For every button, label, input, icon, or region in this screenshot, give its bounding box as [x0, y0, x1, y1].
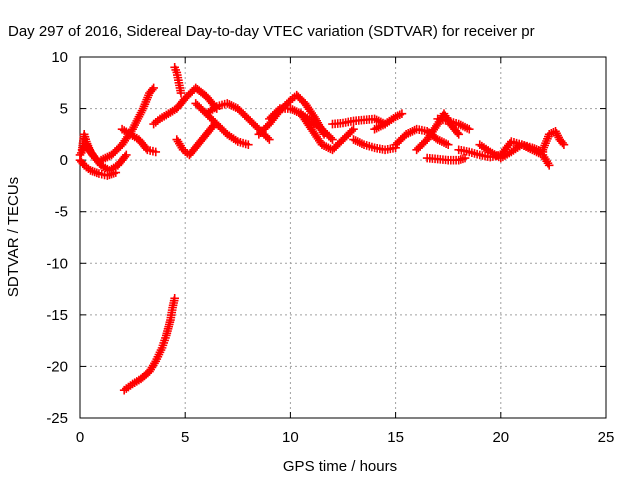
- x-axis-label: GPS time / hours: [283, 458, 397, 475]
- y-axis-label: SDTVAR / TECUs: [5, 177, 22, 297]
- data-point-marker: [454, 130, 464, 139]
- y-tick-label: 0: [60, 152, 68, 169]
- data-point-marker: [170, 294, 179, 303]
- data-point-marker: [443, 140, 453, 149]
- data-point-marker: [559, 140, 569, 149]
- data-point-marker: [544, 161, 554, 170]
- tick-marks: [79, 56, 607, 419]
- x-tick-label: 20: [492, 429, 509, 446]
- series-arc-end: [538, 126, 569, 155]
- series-arc-rise-early: [96, 83, 158, 165]
- data-point-marker: [151, 147, 161, 157]
- x-tick-label: 10: [282, 429, 299, 446]
- data-point-marker: [349, 124, 358, 134]
- x-tick-label: 25: [598, 429, 615, 446]
- series-arc-19-22: [475, 140, 548, 163]
- series-arc-start-2: [75, 155, 121, 180]
- data-point-marker: [265, 135, 274, 144]
- data-point-marker: [464, 124, 474, 134]
- data-point-marker: [111, 168, 121, 177]
- data-point-marker: [176, 88, 186, 98]
- series-arc-11-13: [296, 109, 358, 155]
- x-tick-label: 0: [76, 429, 84, 446]
- data-point-marker: [328, 135, 337, 144]
- data-series: [75, 63, 569, 395]
- grid-lines: [80, 57, 606, 418]
- series-arc-14-16: [370, 109, 407, 134]
- plot-frame: [79, 56, 607, 419]
- y-tick-label: -10: [46, 255, 68, 272]
- x-tick-label: 5: [181, 429, 189, 446]
- series-arc-flat-17: [422, 153, 470, 165]
- series-arc-peak-5: [149, 83, 222, 129]
- y-tick-label: -15: [46, 307, 68, 324]
- series-arc-13-15: [349, 135, 400, 155]
- series-arc-6-8: [191, 99, 253, 149]
- x-tick-label: 15: [387, 429, 404, 446]
- data-point-marker: [244, 140, 253, 149]
- series-arc-mid-early: [117, 124, 161, 157]
- data-point-marker: [460, 153, 470, 163]
- chart-title: Day 297 of 2016, Sidereal Day-to-day VTE…: [8, 23, 535, 40]
- data-point-marker: [149, 83, 158, 93]
- data-point-marker: [397, 109, 407, 119]
- y-tick-label: -20: [46, 358, 68, 375]
- y-tick-label: -5: [55, 204, 68, 221]
- y-tick-label: 5: [60, 101, 68, 118]
- y-tick-label: 10: [51, 49, 68, 66]
- tick-labels: 0 5 10 15 20 25 -25 -20 -15 -10 -5 0 5 10: [46, 49, 614, 446]
- series-arc-17-19: [433, 114, 474, 134]
- series-arc-dip-5: [172, 119, 219, 160]
- series-arc-negative: [119, 294, 179, 395]
- series-arc-spike: [170, 63, 186, 98]
- y-tick-label: -25: [46, 410, 68, 427]
- data-point-marker: [121, 150, 131, 160]
